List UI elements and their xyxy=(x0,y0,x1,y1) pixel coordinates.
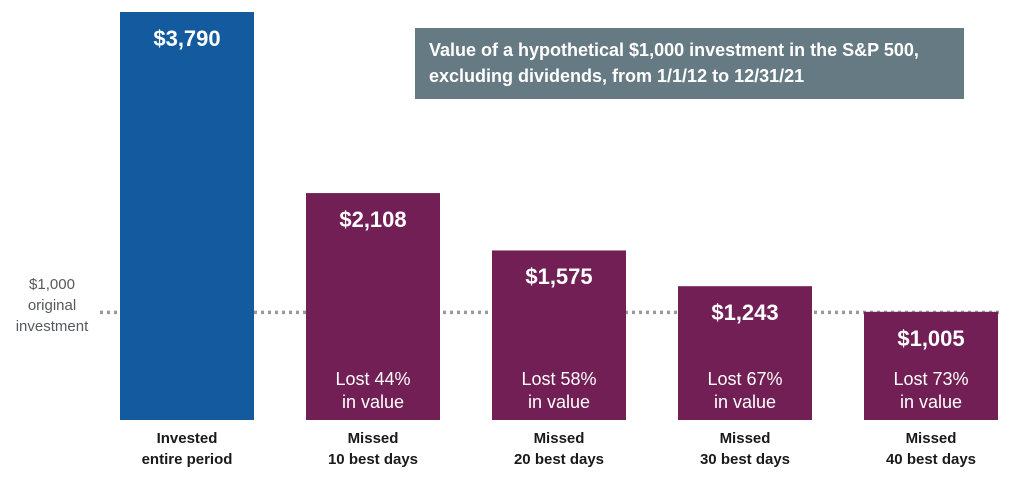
reference-line-label: $1,000 original investment xyxy=(0,274,104,337)
bar-value-label: $1,005 xyxy=(897,325,965,351)
bar-loss-label-line: Lost 58% xyxy=(521,369,597,389)
bar-value-label: $3,790 xyxy=(153,26,221,51)
bar-value-label: $1,575 xyxy=(525,264,593,290)
category-label-line: Invested xyxy=(156,430,218,447)
bar-loss-label: Lost 44% in value xyxy=(306,368,440,414)
category-label-line: Missed xyxy=(347,430,399,447)
bar-loss-label-line: in value xyxy=(899,392,963,412)
bar xyxy=(678,286,812,420)
category-label-line: 20 best days xyxy=(513,451,605,468)
category-label-line: entire period xyxy=(141,451,233,468)
category-label-line: Missed xyxy=(905,430,957,447)
chart-title-line: excluding dividends, from 1/1/12 to 12/3… xyxy=(429,66,805,86)
bar-loss-label-line: Lost 67% xyxy=(707,369,783,389)
reference-label-line: investment xyxy=(15,318,89,335)
bar-loss-label: Lost 67% in value xyxy=(678,368,812,414)
category-label: Invested entire period xyxy=(107,428,267,470)
bar-loss-label-line: Lost 73% xyxy=(893,369,969,389)
bar-loss-label-line: Lost 44% xyxy=(335,369,411,389)
bar xyxy=(864,311,998,420)
category-label-line: 10 best days xyxy=(327,451,419,468)
chart-title-box: Value of a hypothetical $1,000 investmen… xyxy=(415,28,964,99)
bar-loss-label-line: in value xyxy=(527,392,591,412)
bar-loss-label-line: in value xyxy=(341,392,405,412)
bar-value-label: $1,243 xyxy=(711,300,779,326)
bar-loss-label-line: in value xyxy=(713,392,777,412)
bar-value-label: $2,108 xyxy=(339,207,407,233)
category-label-line: 40 best days xyxy=(885,451,977,468)
category-label: Missed 30 best days xyxy=(665,428,825,470)
bar xyxy=(492,250,626,420)
bar xyxy=(306,193,440,420)
reference-label-line: original xyxy=(27,297,77,314)
chart-title-line: Value of a hypothetical $1,000 investmen… xyxy=(429,40,919,60)
category-label: Missed 40 best days xyxy=(851,428,1011,470)
bar-loss-label: Lost 73% in value xyxy=(864,368,998,414)
bar-loss-label: Lost 58% in value xyxy=(492,368,626,414)
category-label: Missed 10 best days xyxy=(293,428,453,470)
bar xyxy=(120,12,254,420)
category-label: Missed 20 best days xyxy=(479,428,639,470)
category-label-line: 30 best days xyxy=(699,451,791,468)
category-label-line: Missed xyxy=(719,430,771,447)
reference-label-line: $1,000 xyxy=(29,276,75,293)
category-label-line: Missed xyxy=(533,430,585,447)
